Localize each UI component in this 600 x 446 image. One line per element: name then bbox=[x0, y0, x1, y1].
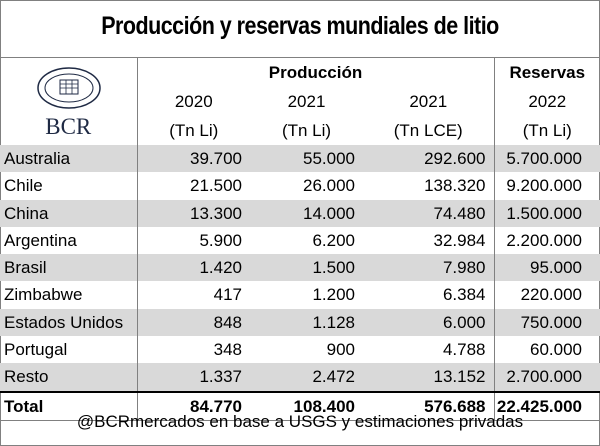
col-unit: (Tn Li) bbox=[281, 121, 332, 140]
total-label: Total bbox=[0, 390, 137, 421]
logo-text: BCR bbox=[45, 113, 92, 139]
value-cell: 750.000 bbox=[493, 308, 600, 337]
produccion-header: Producción bbox=[136, 57, 495, 87]
table-row: Zimbabwe 417 1.200 6.384 220.000 bbox=[0, 281, 600, 309]
value-cell: 26.000 bbox=[303, 176, 355, 196]
value-cell: 5.900 bbox=[136, 226, 250, 255]
value-cell: 14.000 bbox=[250, 199, 363, 227]
value-cell: 55.000 bbox=[250, 145, 363, 173]
value-cell: 417 bbox=[136, 281, 250, 309]
total-value: 576.688 bbox=[363, 390, 495, 421]
country-cell: China bbox=[0, 199, 137, 227]
total-value: 22.425.000 bbox=[493, 390, 600, 421]
value-cell: 292.600 bbox=[363, 145, 495, 173]
value-cell: 2.700.000 bbox=[493, 363, 600, 392]
table-row: Australia 39.700 55.000 292.600 5.700.00… bbox=[0, 145, 600, 173]
value-cell: 2.472 bbox=[250, 363, 363, 392]
reservas-header: Reservas bbox=[493, 57, 600, 87]
country-cell: Argentina bbox=[4, 230, 77, 250]
value-cell: 6.200 bbox=[312, 230, 355, 250]
country-cell: Resto bbox=[0, 363, 137, 392]
page-title: Producción y reservas mundiales de litio bbox=[101, 12, 499, 40]
value-cell: 39.700 bbox=[136, 145, 250, 173]
value-cell: 900 bbox=[326, 340, 355, 360]
value-cell: 1.420 bbox=[136, 254, 250, 282]
country-cell: Zimbabwe bbox=[4, 285, 83, 305]
total-row: Total 84.770 108.400 576.688 22.425.000 bbox=[0, 390, 600, 421]
table-row: Argentina 5.900 6.200 32.984 2.200.000 bbox=[0, 226, 600, 255]
value-cell: 1.337 bbox=[136, 363, 250, 392]
table-row: Resto 1.337 2.472 13.152 2.700.000 bbox=[0, 363, 600, 392]
col-year: 2021 bbox=[287, 92, 326, 111]
col-year: 2022 bbox=[493, 87, 600, 116]
table-row: Chile 21.500 26.000 138.320 9.200.000 bbox=[0, 172, 600, 200]
col-unit: (Tn Li) bbox=[136, 116, 250, 145]
value-cell: 220.000 bbox=[493, 281, 600, 309]
value-cell: 95.000 bbox=[493, 254, 600, 282]
value-cell: 1.128 bbox=[250, 308, 363, 337]
country-cell: Chile bbox=[4, 176, 43, 196]
table-row: Portugal 348 900 4.788 60.000 bbox=[0, 336, 600, 364]
col-unit: (Tn Li) bbox=[493, 116, 600, 145]
value-cell: 4.788 bbox=[442, 340, 486, 360]
value-cell: 74.480 bbox=[363, 199, 495, 227]
bcr-logo: BCR bbox=[0, 57, 137, 145]
country-cell: Estados Unidos bbox=[0, 308, 137, 337]
table-row: Estados Unidos 848 1.128 6.000 750.000 bbox=[0, 308, 600, 337]
value-cell: 1.500 bbox=[250, 254, 363, 282]
col-year: 2020 bbox=[136, 87, 250, 116]
country-cell: Portugal bbox=[4, 340, 68, 360]
value-cell: 60.000 bbox=[493, 336, 600, 364]
country-cell: Australia bbox=[0, 145, 137, 173]
value-cell: 1.500.000 bbox=[493, 199, 600, 227]
seal-icon bbox=[37, 66, 101, 109]
total-value: 84.770 bbox=[136, 390, 250, 421]
value-cell: 6.384 bbox=[442, 285, 486, 305]
col-year: 2021 bbox=[409, 92, 448, 111]
value-cell: 7.980 bbox=[363, 254, 495, 282]
value-cell: 9.200.000 bbox=[493, 172, 600, 200]
table-row: Brasil 1.420 1.500 7.980 95.000 bbox=[0, 254, 600, 282]
source-footer: @BCRmercados en base a USGS y estimacion… bbox=[76, 412, 524, 431]
value-cell: 32.984 bbox=[433, 230, 486, 250]
value-cell: 1.200 bbox=[312, 285, 355, 305]
value-cell: 6.000 bbox=[363, 308, 495, 337]
value-cell: 5.700.000 bbox=[493, 145, 600, 173]
value-cell: 848 bbox=[136, 308, 250, 337]
value-cell: 348 bbox=[136, 336, 250, 364]
table-row: China 13.300 14.000 74.480 1.500.000 bbox=[0, 199, 600, 227]
lithium-table: BCR Producción Reservas 2020 2021 2021 2… bbox=[0, 57, 600, 421]
value-cell: 13.300 bbox=[136, 199, 250, 227]
value-cell: 13.152 bbox=[363, 363, 495, 392]
country-cell: Brasil bbox=[0, 254, 137, 282]
value-cell: 21.500 bbox=[136, 172, 250, 200]
col-unit: (Tn LCE) bbox=[393, 121, 463, 140]
total-value: 108.400 bbox=[250, 390, 363, 421]
value-cell: 2.200.000 bbox=[493, 226, 600, 255]
value-cell: 138.320 bbox=[424, 176, 486, 196]
